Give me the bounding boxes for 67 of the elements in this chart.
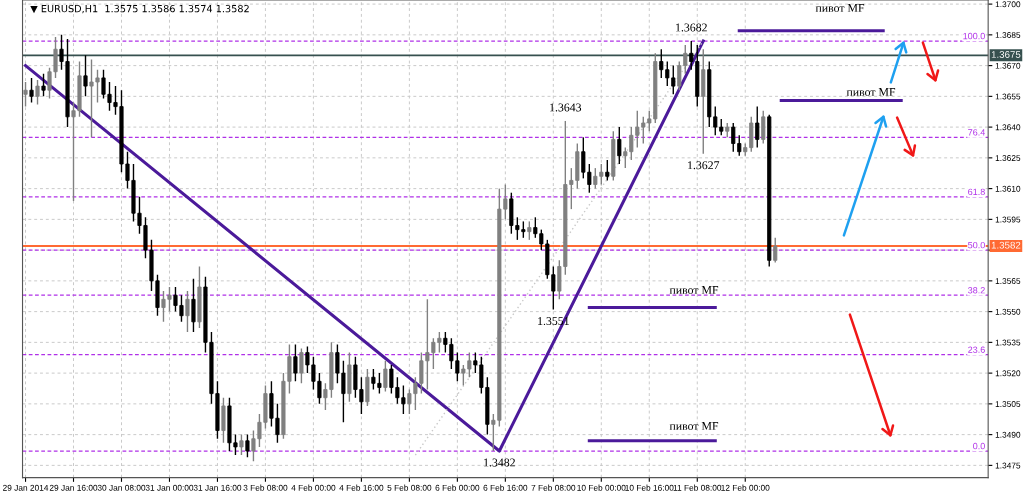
x-tick-label: 5 Feb 08:00 [387, 484, 432, 491]
annotation: 76.4 [968, 129, 985, 136]
x-tick-label: 12 Feb 00:00 [721, 484, 770, 491]
y-tick-label: 1.3505 [995, 401, 1021, 407]
candlestick [41, 73, 46, 98]
candlestick [29, 77, 34, 104]
x-tick-label: 10 Feb 16:00 [625, 484, 674, 491]
y-tick-label: 1.3625 [995, 155, 1021, 161]
candlestick [299, 347, 304, 385]
x-tick-label: 3 Feb 08:00 [243, 484, 288, 491]
annotation: 0.0 [973, 442, 985, 450]
x-tick-label: 29 Jan 16:00 [49, 484, 98, 491]
x-tick-label: 4 Feb 16:00 [339, 484, 384, 491]
annotation: 1.3482 [484, 458, 515, 467]
candlestick [239, 433, 244, 456]
ref-line-label: 1.3675 [991, 51, 1021, 58]
x-tick-label: 30 Jan 08:00 [97, 484, 146, 491]
candlestick [185, 290, 190, 333]
candlestick [527, 220, 532, 241]
y-tick-label: 1.3475 [995, 462, 1021, 469]
annotation: 1.3627 [688, 161, 720, 170]
candlestick [83, 54, 88, 98]
annotation: 23.6 [968, 346, 985, 353]
x-tick-label: 29 Jan 2014 [3, 484, 49, 491]
candlestick [773, 237, 778, 264]
x-tick-label: 31 Jan 16:00 [193, 484, 242, 491]
y-tick-label: 1.3655 [995, 93, 1021, 100]
annotation: пивот MF [669, 286, 719, 294]
candlestick [23, 81, 28, 108]
candlestick [191, 278, 196, 333]
x-tick-label: 31 Jan 00:00 [145, 484, 194, 491]
annotation: 61.8 [968, 188, 985, 196]
y-tick-label: 1.3520 [995, 370, 1021, 377]
y-tick-label: 1.3550 [995, 308, 1021, 315]
y-tick-label: 1.3670 [995, 62, 1021, 69]
y-tick-label: 1.3685 [995, 32, 1021, 38]
x-tick-label: 6 Feb 00:00 [435, 484, 480, 491]
y-tick-label: 1.3565 [995, 278, 1021, 284]
candlestick [605, 159, 610, 182]
y-tick-label: 1.3640 [995, 124, 1021, 131]
annotation: 50.0 [968, 241, 985, 249]
candlestick [617, 126, 622, 165]
y-tick-label: 1.3490 [995, 431, 1021, 438]
x-tick-label: 11 Feb 08:00 [673, 484, 722, 491]
y-tick-label: 1.3535 [995, 339, 1021, 346]
annotation: 1.3682 [676, 23, 707, 32]
annotation: пивот MF [815, 4, 865, 12]
annotation: 1.3643 [550, 103, 582, 112]
candlestick [383, 360, 388, 393]
y-tick-label: 1.3610 [995, 185, 1021, 192]
x-tick-label: 6 Feb 16:00 [483, 484, 528, 491]
candlestick [761, 110, 766, 145]
y-tick-label: 1.3595 [995, 216, 1021, 223]
annotation: 38.2 [968, 287, 985, 294]
x-tick-label: 7 Feb 08:00 [531, 484, 576, 491]
candlestick [35, 79, 40, 106]
candlestick [755, 105, 760, 149]
x-tick-label: 10 Feb 00:00 [577, 484, 626, 491]
annotation: пивот MF [846, 88, 896, 96]
y-tick-label: 1.3700 [995, 1, 1021, 8]
annotation: 100.0 [963, 32, 985, 40]
candlestick [245, 433, 250, 458]
candlestick [293, 343, 298, 383]
chart-title: ▼ EURUSD,H1 1.3575 1.3586 1.3574 1.3582 [30, 4, 249, 14]
annotation: пивот MF [669, 422, 719, 430]
x-tick-label: 4 Feb 00:00 [291, 484, 336, 491]
ref-line-label: 1.3582 [991, 241, 1021, 249]
